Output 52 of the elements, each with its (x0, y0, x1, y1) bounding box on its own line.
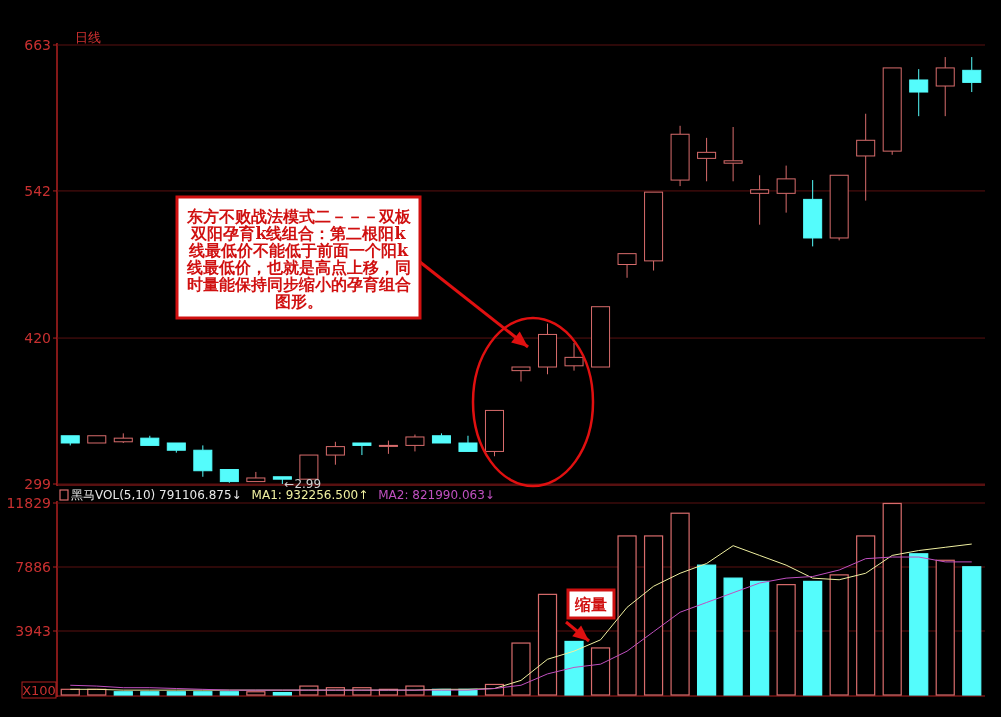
bar (511, 642, 531, 696)
candlestick (193, 444, 213, 478)
bar (246, 691, 266, 696)
bar (803, 580, 823, 696)
bar (140, 691, 160, 696)
bar (219, 691, 239, 696)
candlestick (962, 56, 982, 93)
bar (909, 553, 929, 696)
y-tick-label: 663 (24, 37, 51, 53)
candlestick (405, 434, 425, 452)
candlestick (697, 137, 717, 182)
candlestick (935, 56, 955, 117)
candlestick (909, 68, 929, 117)
bar (60, 688, 80, 696)
bar (590, 647, 611, 696)
bar (193, 691, 213, 696)
bar (113, 691, 133, 696)
candlestick (776, 165, 796, 214)
candlestick (750, 174, 770, 226)
bar (617, 535, 637, 696)
bar (537, 593, 558, 696)
bar (750, 580, 770, 696)
y-tick-label: 299 (24, 476, 51, 492)
text: MA2: 821990.063↓ (378, 488, 495, 502)
bar (882, 502, 902, 696)
y-tick-label: 11829 (6, 495, 51, 511)
candlestick (564, 342, 584, 372)
bar (272, 691, 292, 696)
bar (935, 559, 955, 696)
candlestick (723, 126, 743, 182)
annotation: ←2.99 (284, 477, 322, 491)
y-axis-title: X100 (22, 683, 56, 698)
annotation: 缩量 (574, 595, 607, 614)
bar (723, 577, 743, 696)
y-tick-label: 3943 (15, 623, 51, 639)
y-tick-label: 420 (24, 330, 51, 347)
bar (643, 535, 664, 696)
candlestick (856, 113, 876, 202)
bar (856, 535, 876, 696)
chart-title: 日线 (75, 30, 101, 45)
y-tick-label: 542 (24, 182, 51, 199)
bar (696, 564, 717, 696)
bar (962, 566, 982, 696)
legend-label: 黑马VOL(5,10) 791106.875↓ (71, 488, 242, 502)
bar (829, 574, 849, 696)
candlestick (670, 125, 690, 187)
bar (670, 512, 690, 696)
bar (166, 691, 186, 696)
text: MA1: 932256.500↑ (251, 488, 369, 502)
annotation: 东方不败战法模式二－－－双板双阳孕育k线组合：第二根阳k线最低价不能低于前面一个阳k线最低价，也就是高点上移，同时量能保持同步缩小的孕育组合图形。 (185, 207, 412, 311)
y-tick-label: 7886 (15, 559, 52, 575)
bar (776, 584, 796, 696)
